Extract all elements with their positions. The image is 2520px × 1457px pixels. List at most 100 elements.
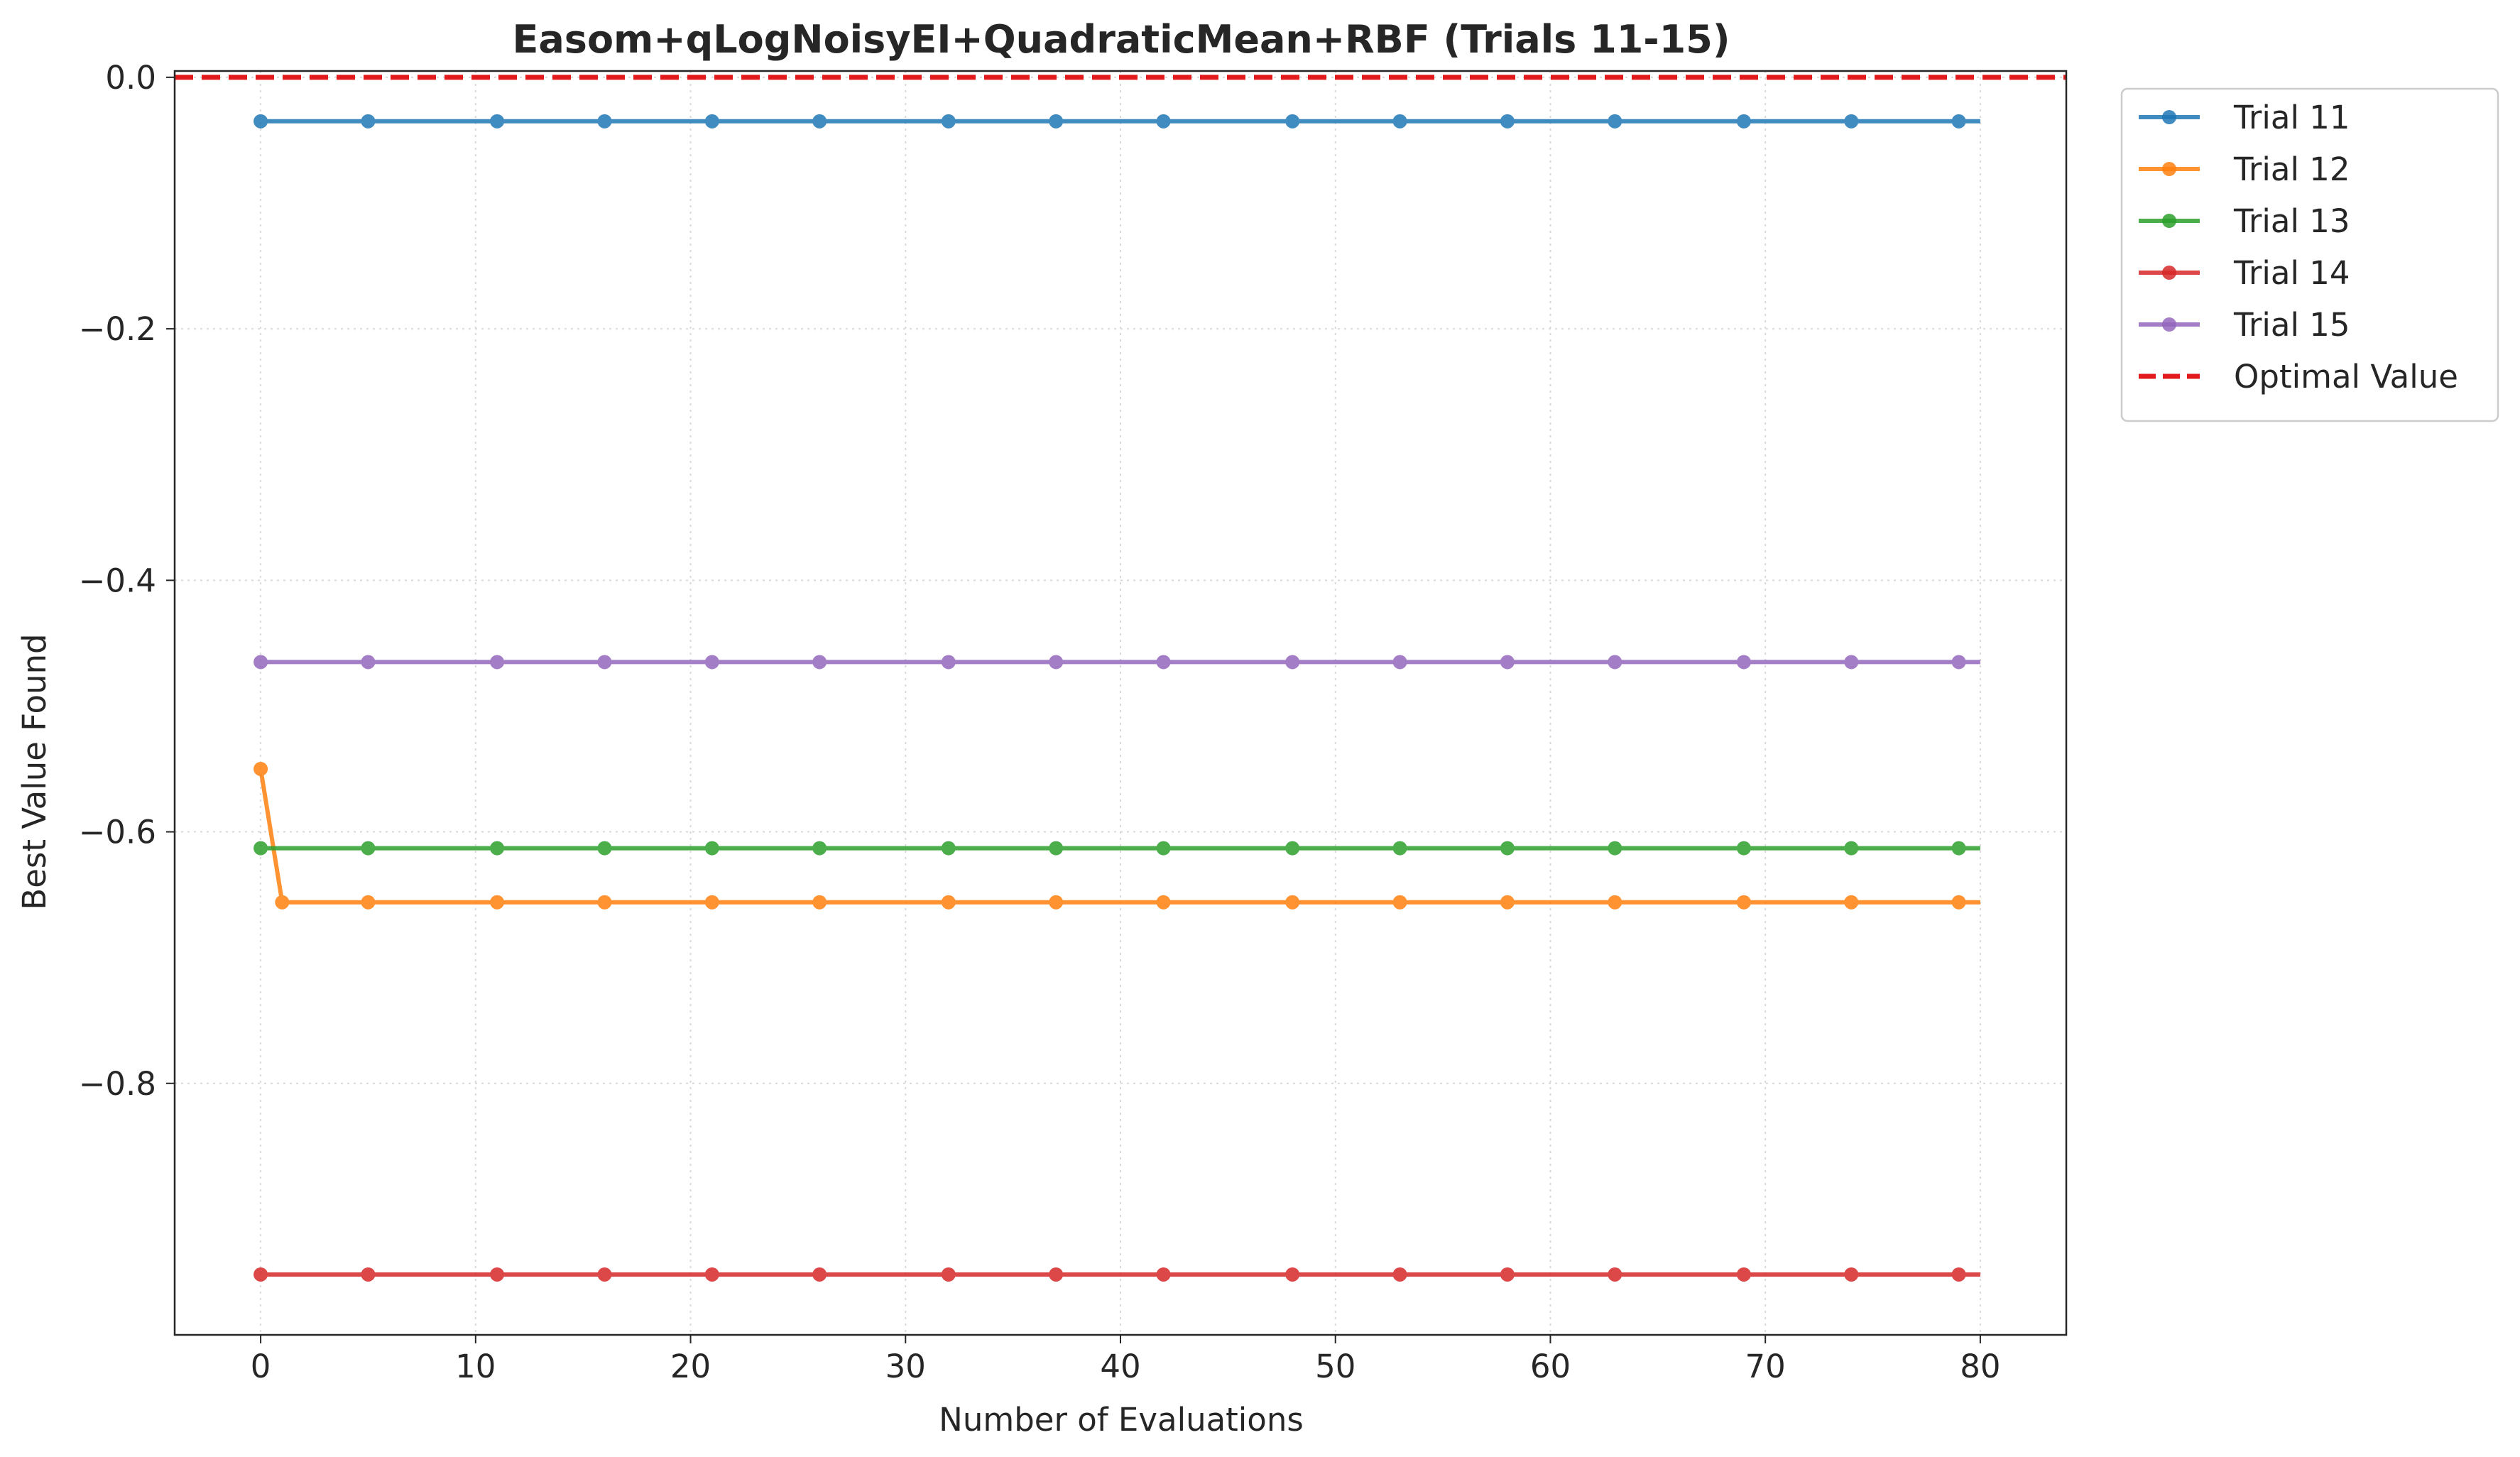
series-point: [812, 841, 827, 856]
series-point: [704, 655, 719, 670]
legend-marker: [2162, 110, 2176, 124]
legend-entry: Trial 14: [2139, 254, 2350, 292]
series-point: [1951, 895, 1966, 910]
series-point: [1500, 841, 1515, 856]
series-point: [1285, 114, 1300, 129]
series-point: [253, 114, 268, 129]
series-point: [1392, 895, 1407, 910]
x-tick-label: 30: [885, 1348, 926, 1385]
chart-title: Easom+qLogNoisyEI+QuadraticMean+RBF (Tri…: [512, 17, 1730, 62]
legend-label: Optimal Value: [2234, 358, 2458, 395]
series-point: [941, 655, 956, 670]
series-point: [597, 114, 612, 129]
series-point: [1951, 841, 1966, 856]
x-tick-label: 60: [1530, 1348, 1571, 1385]
legend-entry: Trial 12: [2139, 151, 2350, 188]
legend: Trial 11 Trial 12 Trial 13 Trial 14 Trial 15…: [2120, 87, 2499, 422]
x-tick-label: 70: [1745, 1348, 1786, 1385]
plot-area: 0 10 20 30 40 50 60 70 80 0.0 −0.2 −0.4 −0.6 −0.8: [79, 59, 2068, 1385]
series-point: [597, 841, 612, 856]
legend-label: Trial 13: [2233, 202, 2350, 240]
legend-box: [2120, 87, 2499, 422]
series-point: [1844, 1267, 1859, 1282]
series-point: [1736, 655, 1751, 670]
series-point: [704, 841, 719, 856]
series-point: [361, 114, 376, 129]
series-point: [253, 841, 268, 856]
legend-entry: Trial 11: [2139, 99, 2350, 136]
series-4: [253, 1267, 1980, 1282]
series-point: [361, 841, 376, 856]
series-point: [1156, 841, 1171, 856]
legend-label: Trial 11: [2233, 99, 2350, 136]
series-point: [597, 655, 612, 670]
series-line: [258, 768, 1980, 905]
series-point: [1844, 895, 1859, 910]
series-point: [1951, 1267, 1966, 1282]
series-point: [1392, 655, 1407, 670]
legend-label: Trial 12: [2233, 151, 2350, 188]
series-point: [1156, 655, 1171, 670]
series-point: [253, 1267, 268, 1282]
series-point: [1844, 655, 1859, 670]
series-point: [941, 895, 956, 910]
series-5: [253, 655, 1980, 670]
series-1: [253, 114, 1980, 129]
legend-marker: [2162, 162, 2176, 176]
series-point: [812, 1267, 827, 1282]
series-point: [1049, 114, 1064, 129]
series-point: [1285, 1267, 1300, 1282]
series-point: [490, 1267, 505, 1282]
y-tick-label: −0.4: [79, 562, 156, 599]
series-point: [812, 895, 827, 910]
series-point: [1156, 895, 1171, 910]
y-axis-label: Best Value Found: [16, 633, 53, 910]
legend-label: Trial 14: [2233, 254, 2350, 292]
series-point: [1392, 841, 1407, 856]
series-point: [1049, 841, 1064, 856]
legend-entry: Trial 15: [2139, 306, 2350, 344]
series-point: [1736, 1267, 1751, 1282]
series-point: [597, 895, 612, 910]
series-point: [1608, 114, 1622, 129]
legend-marker: [2162, 214, 2176, 228]
legend-marker: [2162, 317, 2176, 332]
plot-frame: [173, 70, 2068, 1336]
series-point: [1500, 655, 1515, 670]
x-tick-label: 0: [251, 1348, 271, 1385]
series-point: [704, 114, 719, 129]
series-point: [1049, 655, 1064, 670]
series-point: [490, 895, 505, 910]
series-point: [1156, 114, 1171, 129]
series-point: [1049, 895, 1064, 910]
series-point: [1608, 841, 1622, 856]
series-point: [361, 895, 376, 910]
series-point: [1608, 895, 1622, 910]
series-point: [812, 655, 827, 670]
series-point: [1500, 895, 1515, 910]
series-point: [361, 1267, 376, 1282]
series-point: [1736, 114, 1751, 129]
series-point: [1844, 114, 1859, 129]
series-point: [1608, 1267, 1622, 1282]
legend-label: Trial 15: [2233, 306, 2350, 344]
series-point: [1951, 114, 1966, 129]
series-point: [704, 895, 719, 910]
series-point: [941, 114, 956, 129]
legend-marker: [2162, 266, 2176, 280]
x-axis-label: Number of Evaluations: [939, 1401, 1304, 1439]
series-point: [1500, 114, 1515, 129]
x-tick-label: 50: [1315, 1348, 1356, 1385]
series-point: [941, 841, 956, 856]
series-point: [1392, 1267, 1407, 1282]
series-point: [597, 1267, 612, 1282]
series-point: [253, 761, 268, 776]
series-point: [1285, 655, 1300, 670]
series-point: [1951, 655, 1966, 670]
y-tick-label: −0.8: [79, 1065, 156, 1103]
series-point: [490, 655, 505, 670]
series-point: [1049, 1267, 1064, 1282]
series-point: [812, 114, 827, 129]
y-tick-label: 0.0: [105, 59, 156, 97]
series-point: [1736, 841, 1751, 856]
